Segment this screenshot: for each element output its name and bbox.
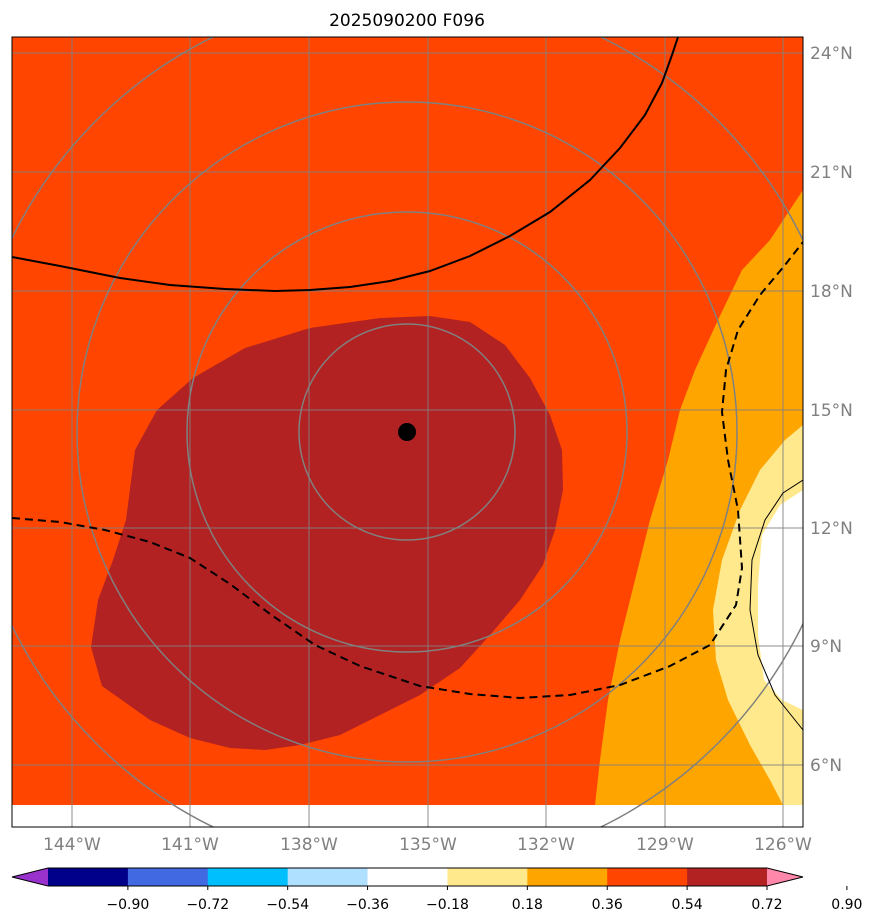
colorbar-segment	[607, 868, 688, 886]
colorbar-segment	[527, 868, 608, 886]
lon-label: 141°W	[161, 835, 219, 855]
lon-label: 132°W	[517, 835, 575, 855]
colorbar-extend-low	[12, 868, 48, 886]
graticule	[12, 37, 803, 827]
lat-labels: 24°N 21°N 18°N 15°N 12°N 9°N 6°N	[810, 44, 853, 776]
contour-solid	[12, 37, 679, 293]
colorbar-tick-label: −0.72	[186, 897, 229, 913]
lon-label: 135°W	[399, 835, 457, 855]
colorbar-tick-label: −0.36	[346, 897, 389, 913]
range-rings	[12, 37, 803, 827]
colorbar	[11, 867, 804, 887]
colorbar-segment	[207, 868, 289, 886]
lat-label: 6°N	[810, 756, 842, 776]
field-core-fill	[91, 316, 563, 750]
colorbar-segment	[127, 868, 209, 886]
lon-label: 144°W	[43, 835, 101, 855]
colorbar-segment	[287, 868, 369, 886]
lon-label: 126°W	[754, 835, 812, 855]
lon-labels: 144°W 141°W 138°W 135°W 132°W 129°W 126°…	[43, 835, 812, 855]
lat-label: 15°N	[810, 401, 853, 421]
colorbar-tick-label: −0.18	[426, 897, 469, 913]
colorbar-tick-label: 0.18	[512, 897, 543, 913]
colorbar-tick-label: 0.90	[831, 897, 862, 913]
lat-label: 24°N	[810, 44, 853, 64]
lat-label: 21°N	[810, 163, 853, 183]
colorbar-extend-high	[767, 868, 803, 886]
colorbar-tick-label: −0.90	[106, 897, 149, 913]
lat-label: 9°N	[810, 637, 842, 657]
map-title: 2025090200 F096	[329, 11, 485, 31]
colorbar-tick-label: 0.54	[672, 897, 703, 913]
lon-label: 129°W	[636, 835, 694, 855]
colorbar-segment	[447, 868, 528, 886]
map-frame	[11, 36, 804, 828]
colorbar-tick-label: −0.54	[266, 897, 309, 913]
colorbar-ticks: −0.90 −0.72 −0.54 −0.36 −0.18 0.18 0.36 0.54 0.7…	[106, 886, 862, 913]
lon-label: 138°W	[280, 835, 338, 855]
contour-thin-right	[749, 479, 803, 731]
colorbar-tick-label: 0.72	[751, 897, 782, 913]
colorbar-segment	[687, 868, 768, 886]
contour-dashed-lower	[12, 241, 803, 700]
colorbar-outline	[11, 867, 804, 887]
lat-label: 18°N	[810, 282, 853, 302]
colorbar-segment	[48, 868, 129, 886]
colorbar-segment	[367, 868, 448, 886]
lat-label: 12°N	[810, 519, 853, 539]
map-plot-area	[12, 37, 803, 827]
field-band-low	[758, 490, 803, 710]
storm-center-marker	[398, 423, 416, 441]
colorbar-tick-label: 0.36	[592, 897, 623, 913]
